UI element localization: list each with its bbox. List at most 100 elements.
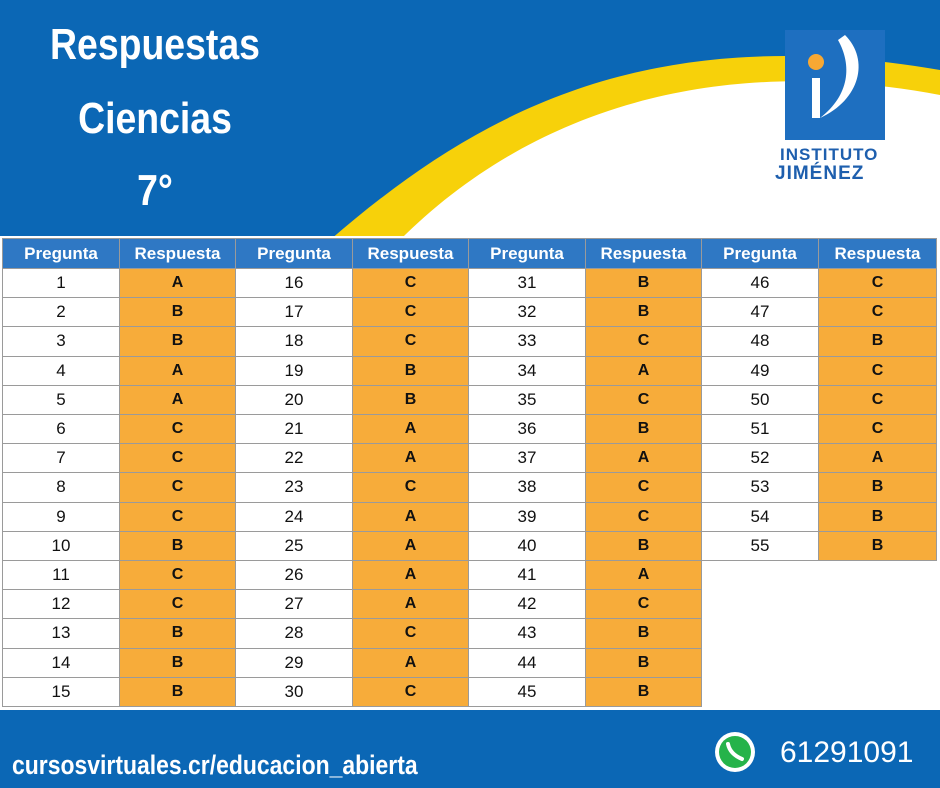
question-number: 2 (2, 297, 120, 328)
answer-letter: B (352, 355, 469, 386)
question-number: 12 (2, 589, 120, 620)
answer-letter: C (352, 297, 469, 328)
answer-letter: B (818, 472, 937, 503)
column-header: Respuesta (119, 238, 236, 269)
answer-letter: C (585, 472, 702, 503)
answer-letter: C (585, 384, 702, 415)
answer-letter: B (119, 618, 236, 649)
answer-letter: C (119, 501, 236, 532)
answer-letter: A (119, 355, 236, 386)
title-line: 7° (137, 166, 173, 215)
column-header: Pregunta (235, 238, 353, 269)
question-number: 50 (701, 384, 819, 415)
question-number: 53 (701, 472, 819, 503)
question-number: 34 (468, 355, 586, 386)
question-number: 27 (235, 589, 353, 620)
question-number: 39 (468, 501, 586, 532)
answer-letter: C (818, 297, 937, 328)
question-number: 28 (235, 618, 353, 649)
answer-letter: C (352, 676, 469, 707)
question-number: 5 (2, 384, 120, 415)
answer-letter: B (119, 530, 236, 561)
question-number: 1 (2, 268, 120, 299)
column-header: Respuesta (585, 238, 702, 269)
question-number: 22 (235, 443, 353, 474)
column-header: Pregunta (701, 238, 819, 269)
question-number: 47 (701, 297, 819, 328)
question-number: 25 (235, 530, 353, 561)
question-number: 36 (468, 414, 586, 445)
answer-letter: C (585, 326, 702, 357)
answer-letter: C (352, 268, 469, 299)
answer-letter: B (119, 326, 236, 357)
answer-letter: A (585, 560, 702, 591)
answer-letter: C (818, 355, 937, 386)
question-number: 7 (2, 443, 120, 474)
question-number: 20 (235, 384, 353, 415)
logo-line: JIMÉNEZ (775, 163, 865, 184)
question-number: 42 (468, 589, 586, 620)
answer-letter: B (119, 647, 236, 678)
column-header: Pregunta (2, 238, 120, 269)
answer-letter: C (119, 443, 236, 474)
answer-letter: C (119, 589, 236, 620)
question-number: 18 (235, 326, 353, 357)
question-number: 15 (2, 676, 120, 707)
answer-letter: C (818, 384, 937, 415)
answer-letter: C (352, 326, 469, 357)
question-number: 31 (468, 268, 586, 299)
answer-letter: A (585, 355, 702, 386)
question-number: 35 (468, 384, 586, 415)
question-number: 24 (235, 501, 353, 532)
answer-letter: A (352, 560, 469, 591)
answer-letter: B (585, 618, 702, 649)
title-line: Ciencias (78, 94, 232, 143)
answer-letter: A (352, 530, 469, 561)
answer-letter: B (818, 501, 937, 532)
answer-letter: C (585, 501, 702, 532)
answer-letter: A (119, 268, 236, 299)
question-number: 43 (468, 618, 586, 649)
answer-letter: C (119, 472, 236, 503)
question-number: 52 (701, 443, 819, 474)
answer-letter: B (585, 297, 702, 328)
answer-letter: C (352, 472, 469, 503)
answer-letter: A (119, 384, 236, 415)
answer-letter: B (585, 268, 702, 299)
answer-letter: C (119, 560, 236, 591)
answer-letter: B (585, 414, 702, 445)
question-number: 55 (701, 530, 819, 561)
column-header: Pregunta (468, 238, 586, 269)
question-number: 21 (235, 414, 353, 445)
answer-letter: C (352, 618, 469, 649)
question-number: 23 (235, 472, 353, 503)
question-number: 33 (468, 326, 586, 357)
footer-phone: 61291091 (780, 736, 914, 769)
answer-letter: C (818, 268, 937, 299)
answer-letter: B (119, 676, 236, 707)
logo-line: INSTITUTO (780, 145, 879, 164)
question-number: 32 (468, 297, 586, 328)
question-number: 46 (701, 268, 819, 299)
question-number: 49 (701, 355, 819, 386)
question-number: 48 (701, 326, 819, 357)
answer-letter: B (818, 326, 937, 357)
answer-letter: B (119, 297, 236, 328)
answer-letter: C (818, 414, 937, 445)
answer-letter: A (352, 501, 469, 532)
footer-bg (0, 710, 940, 788)
question-number: 16 (235, 268, 353, 299)
question-number: 45 (468, 676, 586, 707)
answer-letter: A (352, 647, 469, 678)
question-number: 6 (2, 414, 120, 445)
answer-letter: B (585, 676, 702, 707)
footer-url: cursosvirtuales.cr/educacion_abierta (12, 750, 418, 780)
column-header: Respuesta (352, 238, 469, 269)
column-header: Respuesta (818, 238, 937, 269)
question-number: 38 (468, 472, 586, 503)
answer-letter: B (585, 530, 702, 561)
whatsapp-phone (726, 742, 744, 761)
logo-box (785, 30, 885, 140)
logo-dot (808, 54, 824, 70)
